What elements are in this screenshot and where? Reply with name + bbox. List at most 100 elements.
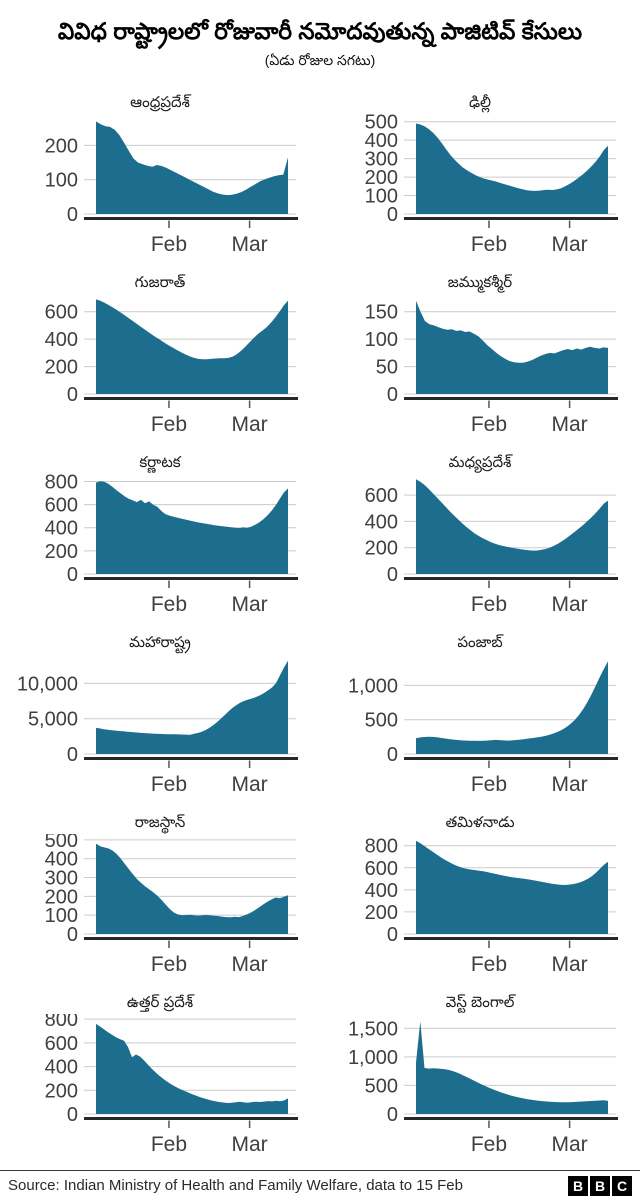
y-tick-label: 400 [365,880,398,902]
y-tick-label: 200 [45,1080,78,1102]
header: వివిధ రాష్ట్రాలలో రోజువారీ నమోదవుతున్న ప… [0,0,640,90]
x-tick-label: Feb [471,233,507,256]
y-tick-label: 0 [387,744,398,766]
chart-title: గుజరాత్ [134,274,186,291]
y-tick-label: 600 [45,1033,78,1055]
chart-panel: మధ్యప్రదేశ్ 0 200 400 600 Feb Mar [320,450,640,630]
x-tick-label: Feb [151,953,187,976]
y-tick-label: 100 [45,905,78,927]
area-chart: 0 50 100 150 Feb Mar [365,300,618,436]
chart-panel: కర్ణాటక 0 200 400 600 800 Feb Mar [0,450,320,630]
chart-panel: రాజస్థాన్ 0 100 200 300 400 500 Feb Mar [0,810,320,990]
y-tick-label: 800 [365,836,398,858]
area-fill [416,300,608,394]
y-tick-label: 400 [45,518,78,540]
x-tick-label: Mar [232,953,268,976]
area-chart: 0 500 1,000 Feb Mar [348,661,618,796]
y-tick-label: 800 [45,474,78,493]
y-tick-label: 5,000 [28,709,78,731]
y-tick-label: 500 [45,834,78,852]
x-tick-label: Feb [471,1133,507,1156]
area-fill [96,1023,288,1114]
area-fill [96,660,288,754]
y-tick-label: 1,500 [348,1018,398,1040]
y-tick-label: 0 [387,1104,398,1126]
chart-panel: మహారాష్ట్ర 0 5,000 10,000 Feb Mar [0,630,320,810]
chart-title: ఉత్తర్ ప్రదేశ్ [126,994,194,1011]
y-tick-label: 200 [45,886,78,908]
y-tick-label: 50 [376,357,398,379]
chart-title: మధ్యప్రదేశ్ [448,454,512,471]
y-tick-label: 400 [45,329,78,351]
x-tick-label: Mar [552,773,588,796]
y-tick-label: 0 [67,744,78,766]
y-tick-label: 400 [45,1057,78,1079]
y-tick-label: 1,000 [348,675,398,697]
chart-title: వెస్ట్ బెంగాల్ [445,994,515,1011]
y-tick-label: 150 [365,302,398,324]
chart-panel: జమ్ముకశ్మీర్ 0 50 100 150 Feb Mar [320,270,640,450]
y-tick-label: 600 [45,495,78,517]
x-tick-label: Mar [232,233,268,256]
y-tick-label: 0 [387,384,398,406]
y-tick-label: 0 [67,564,78,586]
x-tick-label: Mar [552,233,588,256]
chart-panel: తమిళనాడు 0 200 400 600 800 Feb Mar [320,810,640,990]
y-tick-label: 0 [67,924,78,946]
y-tick-label: 0 [387,564,398,586]
x-tick-label: Mar [552,413,588,436]
page-title: వివిధ రాష్ట్రాలలో రోజువారీ నమోదవుతున్న ప… [57,18,583,44]
x-tick-label: Feb [151,413,187,436]
x-tick-label: Feb [471,593,507,616]
chart-panel: ఢిల్లీ 0 100 200 300 400 500 Feb Mar [320,90,640,270]
chart-panel: వెస్ట్ బెంగాల్ 0 500 1,000 1,500 Feb Mar [320,990,640,1170]
y-tick-label: 0 [387,204,398,226]
area-fill [96,299,288,394]
bbc-logo-block: B [590,1175,610,1196]
y-tick-label: 100 [45,170,78,192]
chart-title: మహారాష్ట్ర [129,634,191,651]
y-tick-label: 600 [365,858,398,880]
area-chart: 0 100 200 Feb Mar [45,121,298,256]
chart-title: తమిళనాడు [445,814,515,831]
y-tick-label: 0 [67,1104,78,1126]
x-tick-label: Mar [232,773,268,796]
y-tick-label: 10,000 [17,673,78,695]
y-tick-label: 500 [365,114,398,134]
chart-title: కర్ణాటక [139,454,181,471]
chart-title: రాజస్థాన్ [134,814,186,831]
area-chart: 0 5,000 10,000 Feb Mar [17,660,298,796]
y-tick-label: 800 [45,1014,78,1031]
area-fill [96,121,288,214]
y-tick-label: 200 [45,541,78,563]
area-fill [96,481,288,574]
y-tick-label: 100 [365,186,398,208]
y-tick-label: 0 [67,384,78,406]
chart-panel: గుజరాత్ 0 200 400 600 Feb Mar [0,270,320,450]
y-tick-label: 400 [365,511,398,533]
y-tick-label: 200 [45,357,78,379]
x-tick-label: Mar [232,593,268,616]
y-tick-label: 100 [365,329,398,351]
y-tick-label: 0 [387,924,398,946]
x-tick-label: Feb [151,593,187,616]
chart-title: జమ్ముకశ్మీర్ [447,274,513,291]
y-tick-label: 0 [67,204,78,226]
y-tick-label: 200 [365,902,398,924]
chart-title: పంజాబ్ [457,634,503,651]
x-tick-label: Feb [471,953,507,976]
area-fill [416,840,608,934]
chart-title: ఢిల్లీ [468,94,492,111]
y-tick-label: 200 [365,167,398,189]
area-fill [96,843,288,934]
chart-panel: ఉత్తర్ ప్రదేశ్ 0 200 400 600 800 Feb Mar [0,990,320,1170]
charts-grid: ఆంధ్రప్రదేశ్ 0 100 200 Feb Mar ఢిల్లీ 0 100 20… [0,90,640,1170]
x-tick-label: Mar [552,953,588,976]
chart-panel: పంజాబ్ 0 500 1,000 Feb Mar [320,630,640,810]
